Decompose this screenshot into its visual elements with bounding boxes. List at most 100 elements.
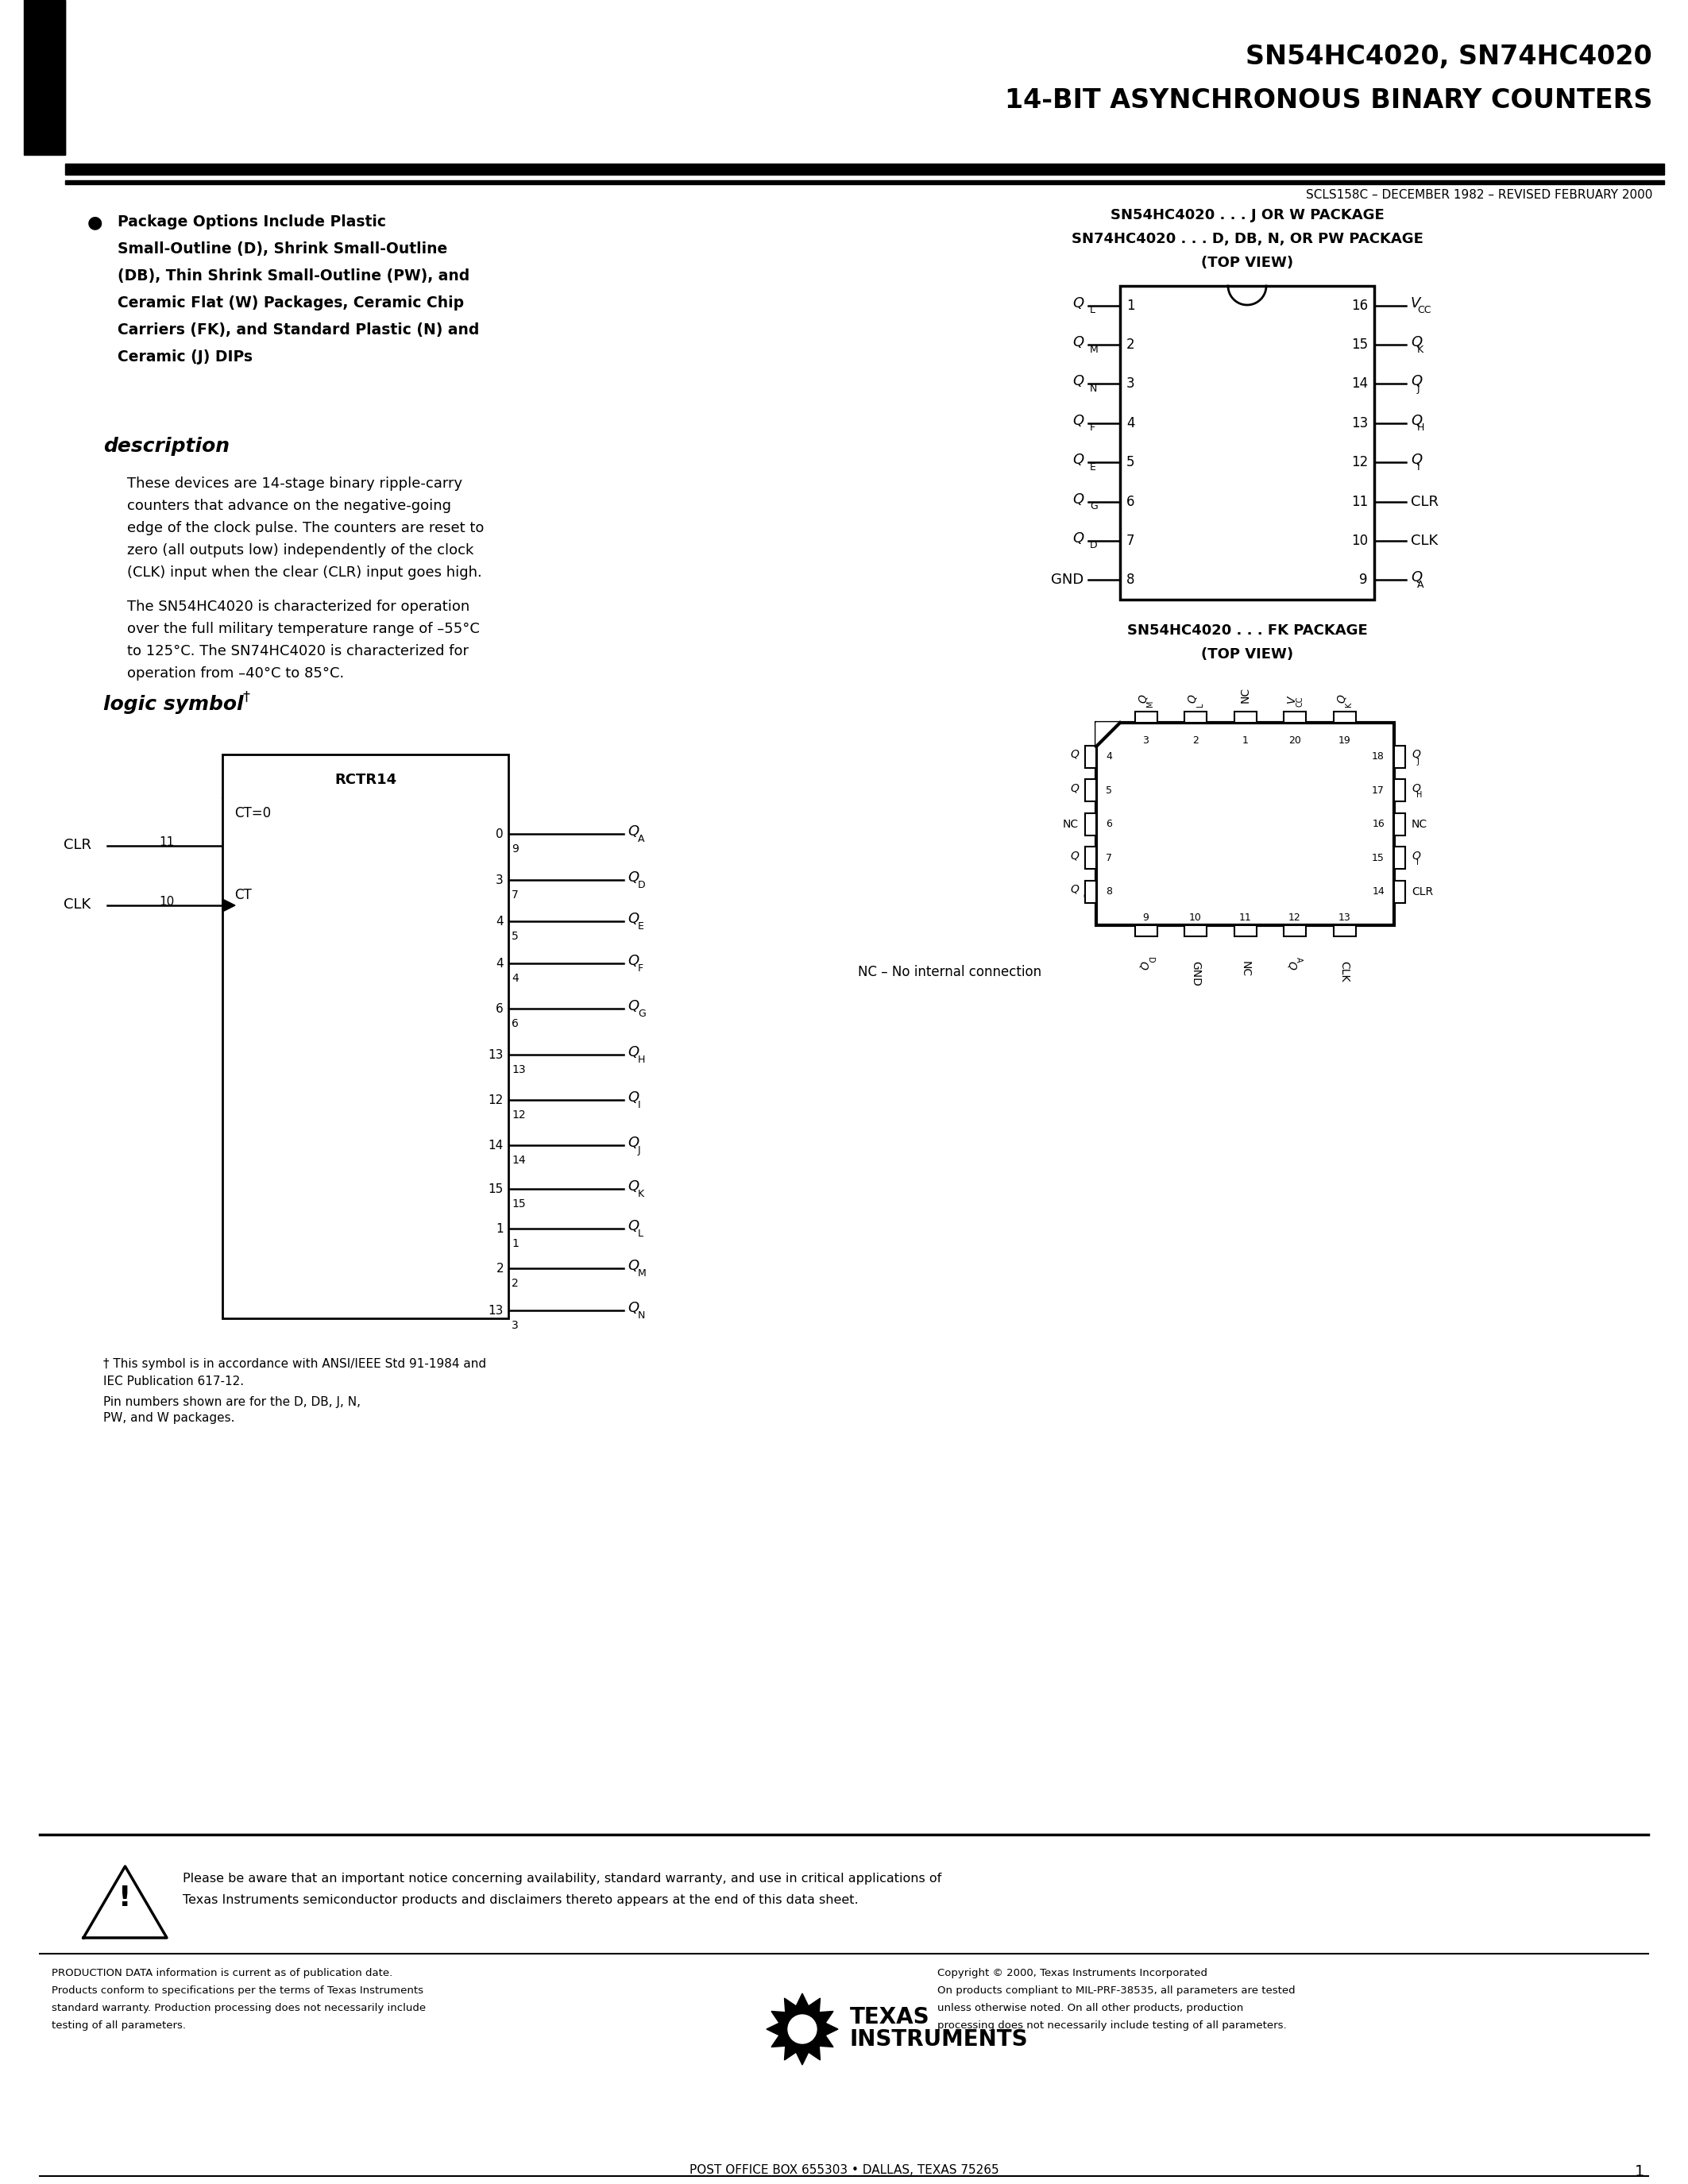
Text: Q: Q — [1411, 373, 1421, 389]
Text: unless otherwise noted. On all other products, production: unless otherwise noted. On all other pro… — [937, 2003, 1244, 2014]
Bar — [1134, 712, 1156, 723]
Bar — [1085, 745, 1096, 767]
Text: ●: ● — [88, 214, 103, 229]
Text: 1: 1 — [1634, 2164, 1644, 2180]
Text: J: J — [1418, 384, 1420, 393]
Text: SN74HC4020 . . . D, DB, N, OR PW PACKAGE: SN74HC4020 . . . D, DB, N, OR PW PACKAGE — [1072, 232, 1423, 247]
Text: SCLS158C – DECEMBER 1982 – REVISED FEBRUARY 2000: SCLS158C – DECEMBER 1982 – REVISED FEBRU… — [1305, 190, 1653, 201]
Text: 2: 2 — [496, 1262, 503, 1273]
Text: Q: Q — [1411, 570, 1421, 585]
Bar — [1185, 926, 1207, 937]
Text: D: D — [638, 880, 645, 889]
Text: K: K — [638, 1188, 645, 1199]
Text: G: G — [1090, 500, 1097, 511]
Bar — [1283, 712, 1307, 723]
Text: 1: 1 — [496, 1223, 503, 1234]
Text: 16: 16 — [1372, 819, 1384, 830]
Text: Q: Q — [1072, 452, 1084, 467]
Text: These devices are 14-stage binary ripple-carry: These devices are 14-stage binary ripple… — [127, 476, 463, 491]
Bar — [223, 753, 508, 1319]
Text: Q: Q — [1138, 961, 1148, 970]
Bar — [1085, 880, 1096, 902]
Text: 5: 5 — [1126, 454, 1134, 470]
Text: Q: Q — [628, 954, 638, 968]
Text: 10: 10 — [159, 895, 174, 909]
Text: 15: 15 — [1350, 339, 1367, 352]
Text: Q: Q — [1411, 850, 1420, 860]
Text: I: I — [638, 1099, 641, 1109]
Text: L: L — [1090, 306, 1096, 314]
Text: CLR: CLR — [1411, 494, 1438, 509]
Text: 14: 14 — [1372, 887, 1384, 898]
Text: 20: 20 — [1288, 736, 1301, 745]
Polygon shape — [766, 1994, 837, 2064]
Text: 12: 12 — [1288, 913, 1301, 922]
Text: L: L — [1197, 703, 1204, 708]
Text: 11: 11 — [159, 836, 174, 847]
Text: standard warranty. Production processing does not necessarily include: standard warranty. Production processing… — [52, 2003, 425, 2014]
Text: CT=0: CT=0 — [235, 806, 272, 821]
Text: GND: GND — [1190, 961, 1202, 987]
Text: Q: Q — [1070, 749, 1079, 760]
Text: Q: Q — [1072, 373, 1084, 389]
Text: 14: 14 — [488, 1140, 503, 1151]
Text: 12: 12 — [511, 1109, 525, 1120]
Text: zero (all outputs low) independently of the clock: zero (all outputs low) independently of … — [127, 544, 474, 557]
Text: Products conform to specifications per the terms of Texas Instruments: Products conform to specifications per t… — [52, 1985, 424, 1996]
Text: NC: NC — [1239, 688, 1251, 703]
Text: NC – No internal connection: NC – No internal connection — [858, 965, 1041, 978]
Text: 17: 17 — [1372, 784, 1384, 795]
Text: 3: 3 — [511, 1319, 518, 1330]
Polygon shape — [223, 900, 235, 911]
Text: 7: 7 — [1126, 533, 1134, 548]
Text: 2: 2 — [1126, 339, 1134, 352]
Text: V: V — [1411, 297, 1421, 310]
Text: Small-Outline (D), Shrink Small-Outline: Small-Outline (D), Shrink Small-Outline — [118, 242, 447, 256]
Text: E: E — [638, 922, 645, 930]
Text: CC: CC — [1296, 697, 1303, 708]
Text: 8: 8 — [1126, 572, 1134, 587]
Text: RCTR14: RCTR14 — [334, 773, 397, 786]
Text: Carriers (FK), and Standard Plastic (N) and: Carriers (FK), and Standard Plastic (N) … — [118, 323, 479, 339]
Text: Q: Q — [628, 1258, 638, 1273]
Text: Ceramic (J) DIPs: Ceramic (J) DIPs — [118, 349, 253, 365]
Text: Q: Q — [1187, 695, 1198, 703]
Text: Pin numbers shown are for the D, DB, J, N,: Pin numbers shown are for the D, DB, J, … — [103, 1396, 361, 1409]
Text: L: L — [638, 1227, 643, 1238]
Text: INSTRUMENTS: INSTRUMENTS — [851, 2029, 1028, 2051]
Text: E: E — [1084, 858, 1089, 867]
Bar — [1394, 745, 1404, 767]
Text: 9: 9 — [1143, 913, 1150, 922]
Bar — [1234, 926, 1256, 937]
Text: On products compliant to MIL-PRF-38535, all parameters are tested: On products compliant to MIL-PRF-38535, … — [937, 1985, 1295, 1996]
Text: CC: CC — [1418, 306, 1431, 314]
Bar — [24, 0, 66, 155]
Text: 9: 9 — [1359, 572, 1367, 587]
Polygon shape — [24, 0, 66, 155]
Text: †: † — [243, 690, 250, 703]
Bar — [1394, 880, 1404, 902]
Bar — [66, 181, 1664, 183]
Text: 5: 5 — [511, 930, 518, 941]
Text: CT: CT — [235, 889, 252, 902]
Text: 0: 0 — [496, 828, 503, 841]
Text: Q: Q — [628, 1179, 638, 1195]
Text: Q: Q — [628, 911, 638, 926]
Text: M: M — [638, 1269, 647, 1278]
Text: 19: 19 — [1339, 736, 1350, 745]
Text: Q: Q — [1411, 782, 1420, 793]
Text: Q: Q — [628, 1090, 638, 1105]
Text: Ceramic Flat (W) Packages, Ceramic Chip: Ceramic Flat (W) Packages, Ceramic Chip — [118, 295, 464, 310]
Text: NC: NC — [1411, 819, 1428, 830]
Text: counters that advance on the negative-going: counters that advance on the negative-go… — [127, 498, 451, 513]
Text: 15: 15 — [511, 1199, 525, 1210]
Text: Q: Q — [628, 1046, 638, 1059]
Text: H: H — [1416, 791, 1423, 799]
Text: testing of all parameters.: testing of all parameters. — [52, 2020, 186, 2031]
Text: 14: 14 — [511, 1155, 525, 1166]
Text: Q: Q — [1138, 695, 1148, 703]
Text: (CLK) input when the clear (CLR) input goes high.: (CLK) input when the clear (CLR) input g… — [127, 566, 483, 579]
Text: 14-BIT ASYNCHRONOUS BINARY COUNTERS: 14-BIT ASYNCHRONOUS BINARY COUNTERS — [1004, 87, 1653, 114]
Bar — [1394, 847, 1404, 869]
Text: Q: Q — [1072, 491, 1084, 507]
